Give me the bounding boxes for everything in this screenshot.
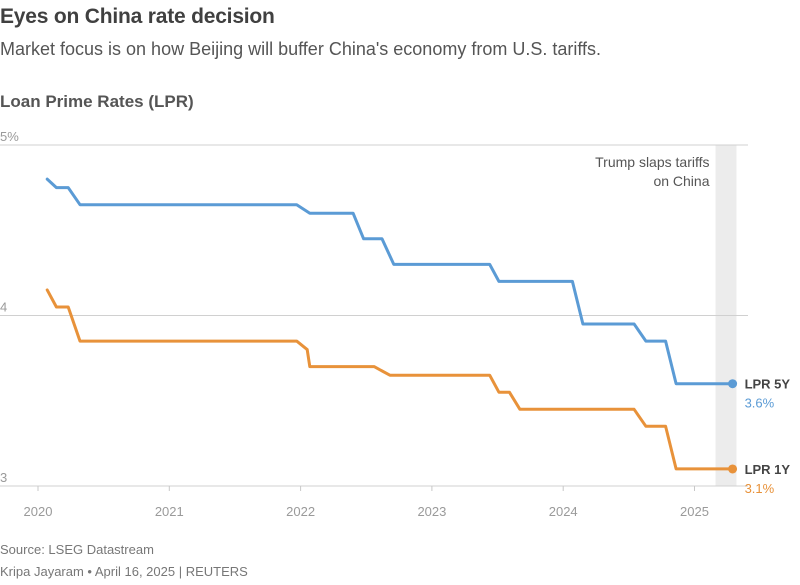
byline: Kripa Jayaram • April 16, 2025 | REUTERS — [0, 564, 248, 579]
subheadline: Market focus is on how Beijing will buff… — [0, 39, 602, 59]
series-lines — [45, 177, 738, 474]
series-end-value: 3.1% — [745, 481, 775, 496]
x-tick-label: 2024 — [549, 504, 578, 519]
x-tick-label: 2021 — [155, 504, 184, 519]
series-line-lpr-1y — [45, 288, 735, 471]
y-tick-label: 4 — [0, 300, 7, 315]
gridlines — [0, 144, 748, 487]
annotation-line: on China — [653, 173, 709, 189]
chart-title: Loan Prime Rates (LPR) — [0, 92, 194, 111]
end-labels: LPR 5Y 3.6% LPR 1Y 3.1% — [745, 377, 791, 496]
series-line-lpr-5y — [45, 177, 735, 386]
y-tick-label: 3 — [0, 470, 7, 485]
x-tick-label: 2020 — [24, 504, 53, 519]
x-tick-label: 2025 — [680, 504, 709, 519]
annotation-line: Trump slaps tariffs — [595, 154, 709, 170]
y-axis-tick-labels: 5% 4 3 — [0, 129, 19, 485]
series-end-value: 3.6% — [745, 396, 775, 411]
headline: Eyes on China rate decision — [0, 5, 275, 28]
end-point-marker — [728, 464, 738, 474]
source-note: Source: LSEG Datastream — [0, 542, 154, 557]
end-point-marker — [728, 379, 738, 389]
series-end-label: LPR 5Y — [745, 377, 791, 392]
y-tick-label: 5% — [0, 129, 19, 144]
x-axis: 2020 2021 2022 2023 2024 2025 — [24, 486, 709, 519]
x-tick-label: 2022 — [286, 504, 315, 519]
x-tick-label: 2023 — [417, 504, 446, 519]
series-end-label: LPR 1Y — [745, 462, 791, 477]
annotation-text: Trump slaps tariffs on China — [595, 154, 710, 189]
line-chart: 5% 4 3 2020 2021 2022 2023 2024 2025 Trump slap… — [0, 129, 791, 519]
